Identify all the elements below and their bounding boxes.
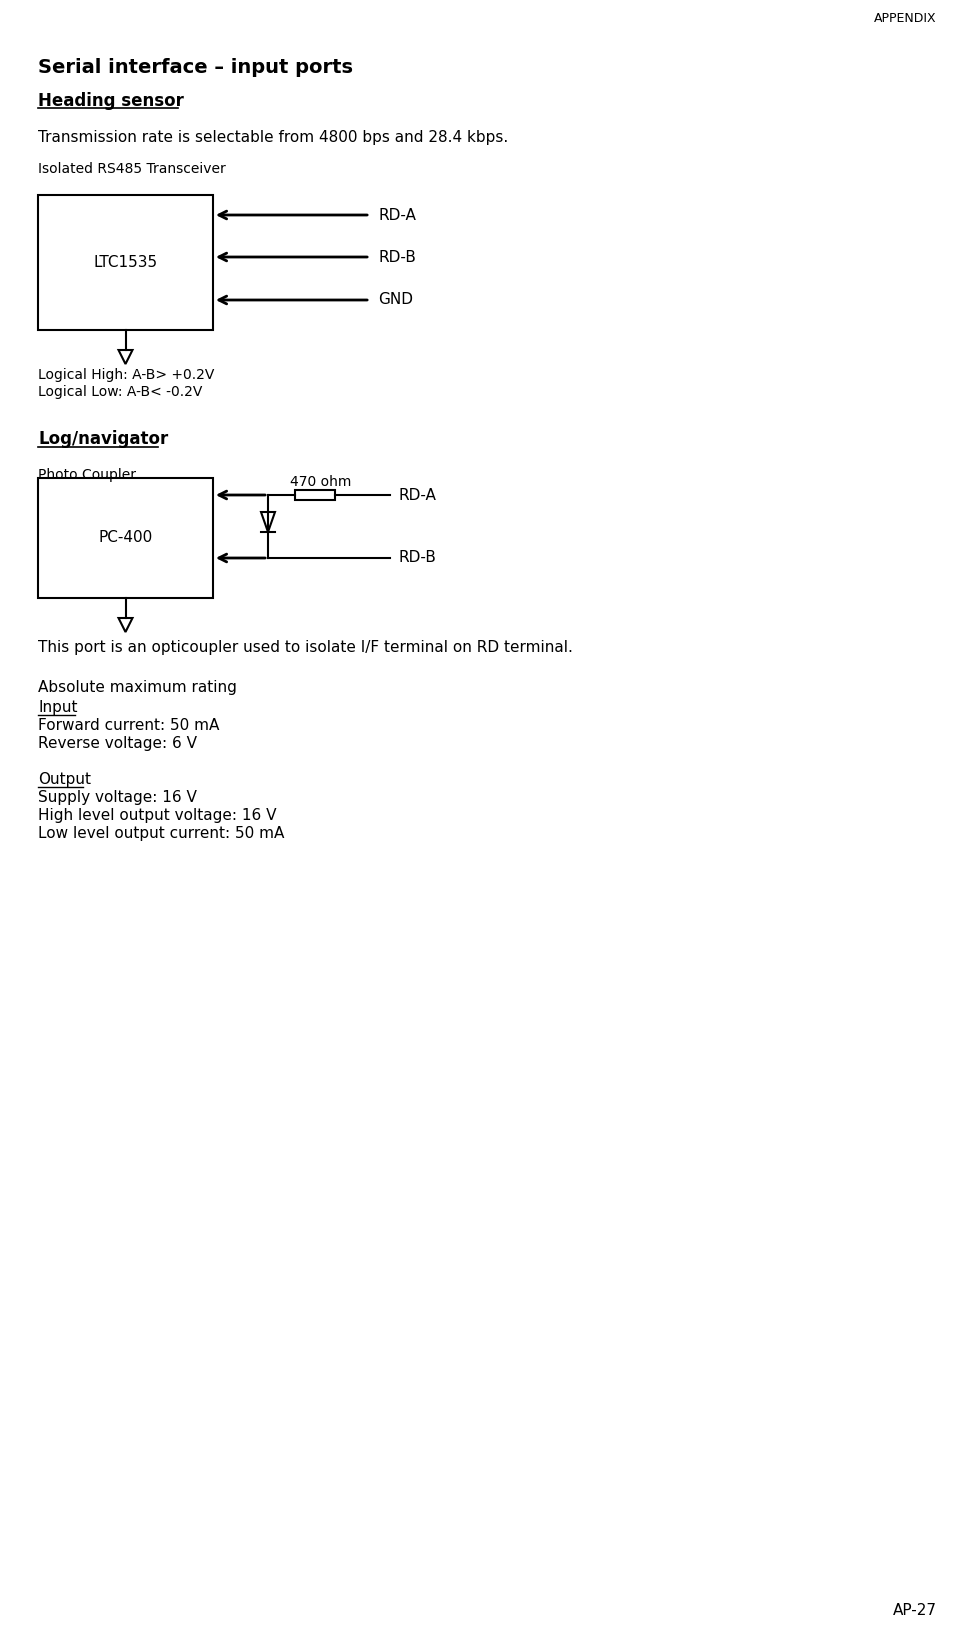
Text: Heading sensor: Heading sensor: [38, 91, 184, 109]
Text: Logical Low: A-B< -0.2V: Logical Low: A-B< -0.2V: [38, 385, 203, 398]
Text: RD-A: RD-A: [378, 207, 416, 222]
Text: Log/navigator: Log/navigator: [38, 429, 169, 449]
Text: RD-B: RD-B: [398, 550, 436, 566]
Text: RD-B: RD-B: [378, 250, 416, 264]
Text: Photo Coupler: Photo Coupler: [38, 468, 136, 481]
Text: AP-27: AP-27: [893, 1603, 937, 1617]
Text: Low level output current: 50 mA: Low level output current: 50 mA: [38, 826, 285, 840]
Text: GND: GND: [378, 292, 413, 307]
Text: Forward current: 50 mA: Forward current: 50 mA: [38, 718, 219, 733]
Text: Logical High: A-B> +0.2V: Logical High: A-B> +0.2V: [38, 367, 214, 382]
Text: PC-400: PC-400: [98, 530, 153, 545]
Text: APPENDIX: APPENDIX: [875, 11, 937, 24]
Text: High level output voltage: 16 V: High level output voltage: 16 V: [38, 808, 277, 823]
Text: Absolute maximum rating: Absolute maximum rating: [38, 681, 237, 695]
Bar: [38, 478, 213, 597]
Text: Supply voltage: 16 V: Supply voltage: 16 V: [38, 790, 197, 805]
Text: 470 ohm: 470 ohm: [290, 475, 351, 490]
Text: Transmission rate is selectable from 4800 bps and 28.4 kbps.: Transmission rate is selectable from 480…: [38, 131, 508, 145]
Text: Output: Output: [38, 772, 91, 787]
Text: LTC1535: LTC1535: [94, 255, 158, 269]
Bar: [38, 194, 213, 330]
Text: Reverse voltage: 6 V: Reverse voltage: 6 V: [38, 736, 197, 751]
Bar: [295, 490, 335, 499]
Text: Isolated RS485 Transceiver: Isolated RS485 Transceiver: [38, 162, 226, 176]
Text: RD-A: RD-A: [398, 488, 436, 503]
Text: Input: Input: [38, 700, 77, 715]
Text: This port is an opticoupler used to isolate I/F terminal on RD terminal.: This port is an opticoupler used to isol…: [38, 640, 573, 654]
Text: Serial interface – input ports: Serial interface – input ports: [38, 59, 353, 77]
